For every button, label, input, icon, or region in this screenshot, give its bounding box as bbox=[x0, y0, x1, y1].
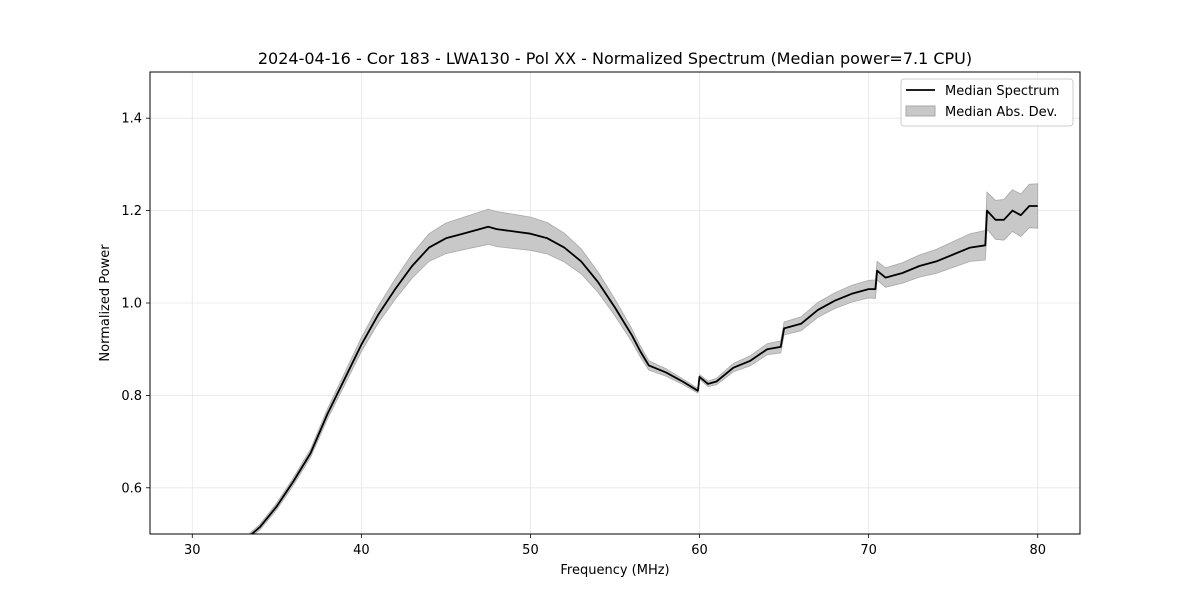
mad-band-layer bbox=[248, 183, 1039, 534]
x-axis: 30 40 50 60 70 80 bbox=[184, 534, 1046, 558]
x-tick-label: 50 bbox=[522, 543, 539, 558]
y-axis: 0.6 0.8 1.0 1.2 1.4 bbox=[121, 112, 150, 496]
y-tick-label: 1.2 bbox=[121, 204, 142, 219]
y-axis-label: Normalized Power bbox=[98, 244, 113, 362]
y-tick-label: 1.4 bbox=[121, 112, 142, 127]
x-tick-label: 80 bbox=[1029, 543, 1046, 558]
x-axis-label: Frequency (MHz) bbox=[560, 563, 669, 578]
legend-mad-swatch bbox=[905, 105, 936, 117]
legend-box bbox=[900, 78, 1074, 127]
y-tick-label: 0.6 bbox=[121, 481, 142, 496]
mad-band bbox=[248, 183, 1039, 534]
x-tick-label: 40 bbox=[353, 543, 370, 558]
x-tick-label: 70 bbox=[860, 543, 877, 558]
y-tick-label: 0.8 bbox=[121, 389, 142, 404]
legend: Median Spectrum Median Abs. Dev. bbox=[900, 78, 1074, 127]
legend-entry-median-spectrum: Median Spectrum bbox=[945, 84, 1059, 99]
chart-title: 2024-04-16 - Cor 183 - LWA130 - Pol XX -… bbox=[258, 49, 972, 68]
legend-entry-median-abs-dev: Median Abs. Dev. bbox=[945, 105, 1057, 120]
median-spectrum-line bbox=[250, 205, 1038, 534]
x-tick-label: 30 bbox=[184, 543, 201, 558]
y-tick-label: 1.0 bbox=[121, 297, 142, 312]
median-line-layer bbox=[250, 205, 1038, 534]
x-tick-label: 60 bbox=[691, 543, 708, 558]
